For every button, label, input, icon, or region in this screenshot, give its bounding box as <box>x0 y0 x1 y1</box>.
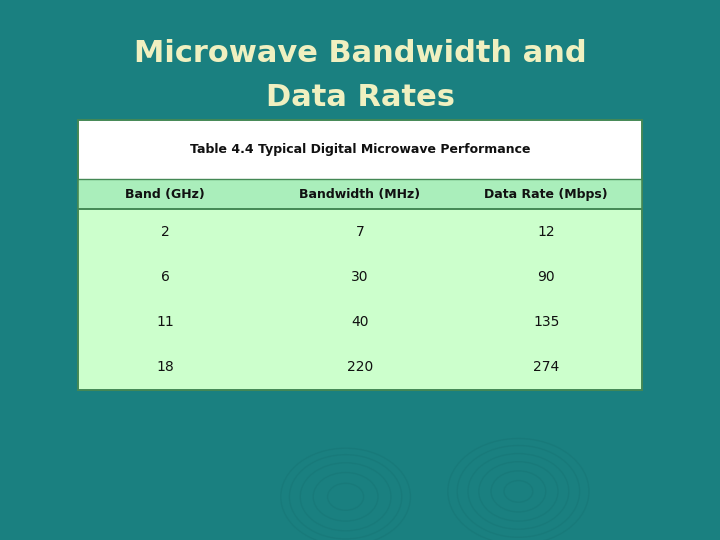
Bar <box>78 179 642 209</box>
Text: 135: 135 <box>533 315 559 329</box>
Text: 40: 40 <box>351 315 369 329</box>
Text: 11: 11 <box>156 315 174 329</box>
Text: Data Rates: Data Rates <box>266 83 454 112</box>
Bar <box>78 345 642 390</box>
Text: 30: 30 <box>351 270 369 284</box>
Bar <box>78 209 642 254</box>
Text: 2: 2 <box>161 225 170 239</box>
Text: Table 4.4 Typical Digital Microwave Performance: Table 4.4 Typical Digital Microwave Perf… <box>190 143 530 156</box>
Text: 220: 220 <box>347 360 373 374</box>
Text: 12: 12 <box>537 225 555 239</box>
Text: Microwave Bandwidth and: Microwave Bandwidth and <box>134 39 586 69</box>
Bar <box>78 254 642 299</box>
Text: 274: 274 <box>533 360 559 374</box>
Bar <box>78 209 642 390</box>
Text: 18: 18 <box>156 360 174 374</box>
Bar <box>78 299 642 345</box>
Text: 6: 6 <box>161 270 170 284</box>
Text: 7: 7 <box>356 225 364 239</box>
Text: 90: 90 <box>537 270 555 284</box>
Text: Band (GHz): Band (GHz) <box>125 187 205 201</box>
Text: Data Rate (Mbps): Data Rate (Mbps) <box>485 187 608 201</box>
Bar <box>78 120 642 390</box>
Text: Bandwidth (MHz): Bandwidth (MHz) <box>300 187 420 201</box>
